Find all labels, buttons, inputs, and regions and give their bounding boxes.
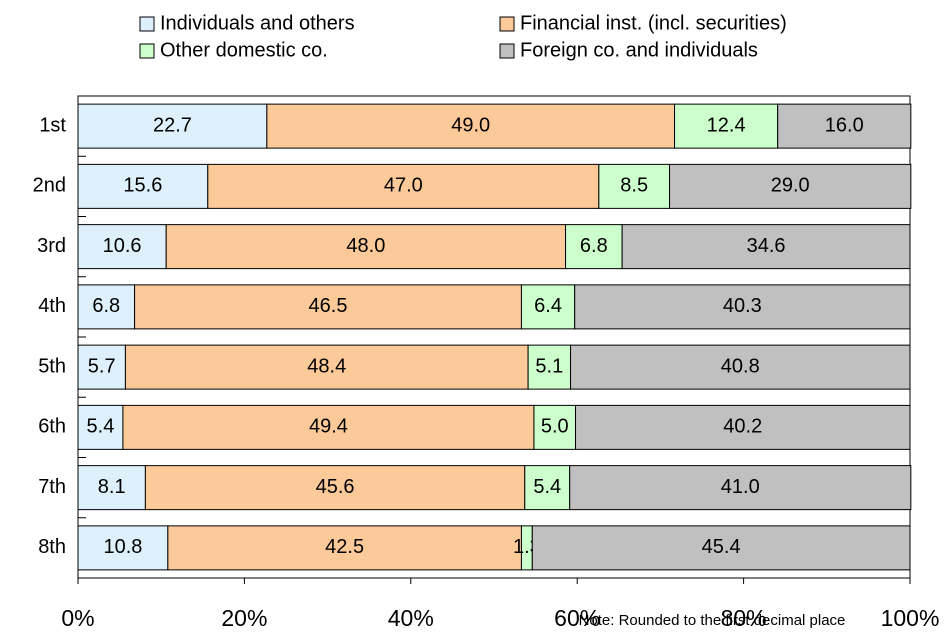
legend-swatch: [139, 16, 155, 32]
legend-swatch: [139, 43, 155, 59]
bar-segment: [575, 404, 911, 450]
data-label: 6.8: [580, 235, 608, 257]
data-label: 45.4: [702, 536, 741, 558]
bar-segment: [266, 103, 676, 149]
legend-label: Other domestic co.: [160, 39, 328, 61]
data-label: 10.8: [103, 536, 142, 558]
legend-label: Financial inst. (incl. securities): [520, 12, 787, 34]
data-label: 10.6: [103, 235, 142, 257]
bar-segment: [77, 284, 136, 330]
data-label: 42.5: [325, 536, 364, 558]
data-label: 8.1: [98, 476, 126, 498]
bar-segment: [77, 404, 124, 450]
data-label: 41.0: [721, 476, 760, 498]
bar-segment: [77, 344, 126, 390]
x-tick-label: 80%: [721, 605, 767, 631]
y-tick-label: 8th: [38, 536, 66, 558]
bar-segment: [77, 103, 268, 149]
y-tick-label: 3rd: [37, 235, 66, 257]
note: Note: Rounded to the first decimal place: [579, 612, 846, 629]
data-label: 40.8: [721, 355, 760, 377]
x-tick-label: 20%: [221, 605, 267, 631]
bar-segment: [527, 344, 572, 390]
data-label: 5.0: [541, 416, 569, 438]
x-tick-label: 40%: [388, 605, 434, 631]
data-label: 16.0: [825, 114, 864, 136]
x-tick-label: 100%: [881, 605, 940, 631]
y-tick-label: 2nd: [33, 175, 66, 197]
bar-segment: [531, 525, 911, 571]
data-label: 6.4: [534, 295, 562, 317]
data-label: 34.6: [747, 235, 786, 257]
data-label: 40.2: [723, 416, 762, 438]
data-label: 6.8: [92, 295, 120, 317]
bar-segment: [669, 163, 912, 209]
y-tick-label: 1st: [39, 114, 66, 136]
data-label: 5.7: [88, 355, 116, 377]
data-label: 49.0: [451, 114, 490, 136]
x-tick-label: 60%: [554, 605, 600, 631]
data-label: 5.4: [533, 476, 561, 498]
bar-segment: [167, 525, 522, 571]
x-tick-label: 0%: [61, 605, 94, 631]
data-label: 5.4: [87, 416, 115, 438]
bar-segment: [565, 224, 623, 270]
y-tick-label: 5th: [38, 355, 66, 377]
data-label: 40.3: [723, 295, 762, 317]
data-label: 49.4: [309, 416, 348, 438]
bar-segment: [569, 465, 912, 511]
bar-segment: [574, 284, 911, 330]
y-tick-label: 6th: [38, 416, 66, 438]
data-label: 48.0: [346, 235, 385, 257]
data-label: 46.5: [309, 295, 348, 317]
bar-segment: [598, 163, 671, 209]
bar-segment: [77, 465, 146, 511]
y-tick-label: 4th: [38, 295, 66, 317]
data-label: 47.0: [384, 175, 423, 197]
legend-label: Individuals and others: [160, 12, 355, 34]
bar-segment: [520, 284, 576, 330]
bar-segment: [77, 224, 167, 270]
data-label: 29.0: [771, 175, 810, 197]
data-label: 22.7: [153, 114, 192, 136]
bar-segment: [207, 163, 600, 209]
data-label: 48.4: [307, 355, 346, 377]
legend-swatch: [499, 43, 515, 59]
bar-segment: [777, 103, 912, 149]
bar-segment: [77, 525, 169, 571]
data-label: 5.1: [535, 355, 563, 377]
data-label: 12.4: [707, 114, 746, 136]
bar-segment: [533, 404, 577, 450]
bar-segment: [122, 404, 535, 450]
legend-swatch: [499, 16, 515, 32]
data-label: 45.6: [316, 476, 355, 498]
legend-label: Foreign co. and individuals: [520, 39, 758, 61]
bar-segment: [124, 344, 529, 390]
bar-segment: [570, 344, 911, 390]
data-label: 15.6: [123, 175, 162, 197]
y-tick-label: 7th: [38, 476, 66, 498]
data-label: 8.5: [620, 175, 648, 197]
bar-segment: [621, 224, 911, 270]
